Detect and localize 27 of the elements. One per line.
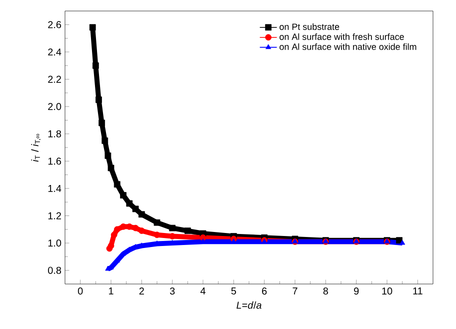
legend-label: on Al surface with native oxide film xyxy=(280,43,416,50)
y-tick-label: 0.8 xyxy=(48,266,62,274)
y-tick-label: 2.2 xyxy=(48,76,61,83)
x-tick-label: 8 xyxy=(323,288,328,295)
x-tick-label: 5 xyxy=(231,288,236,294)
y-tick-label: 1.6 xyxy=(48,158,62,165)
y-tick-label: 2.4 xyxy=(48,48,62,56)
x-tick-label: 2 xyxy=(139,288,144,294)
legend-label: on Al surface with fresh surface xyxy=(280,33,404,40)
x-tick-label: 7 xyxy=(292,288,298,294)
x-tick-label: 1 xyxy=(108,288,114,294)
y-tick-label: 1.2 xyxy=(48,212,61,220)
y-tick-label: 1.8 xyxy=(48,130,62,138)
x-tick-label: 0 xyxy=(78,288,83,295)
y-axis-title: i$_{T}$ / i$_{T,∞}$ xyxy=(31,134,41,162)
x-axis-title: L=d/a xyxy=(236,301,262,309)
x-tick-label: 9 xyxy=(354,288,359,295)
y-tick-label: 2.0 xyxy=(48,103,62,110)
legend-label: on Pt substrate xyxy=(280,23,340,30)
y-tick-label: 1.4 xyxy=(48,185,62,192)
x-tick-label: 3 xyxy=(170,288,175,295)
x-tick-label: 6 xyxy=(262,288,267,295)
y-tick-label: 1.0 xyxy=(48,240,62,247)
y-tick-label: 2.6 xyxy=(48,21,62,28)
x-tick-label: 10 xyxy=(382,288,392,295)
x-tick-label: 4 xyxy=(200,288,206,294)
x-tick-label: 11 xyxy=(413,288,422,294)
